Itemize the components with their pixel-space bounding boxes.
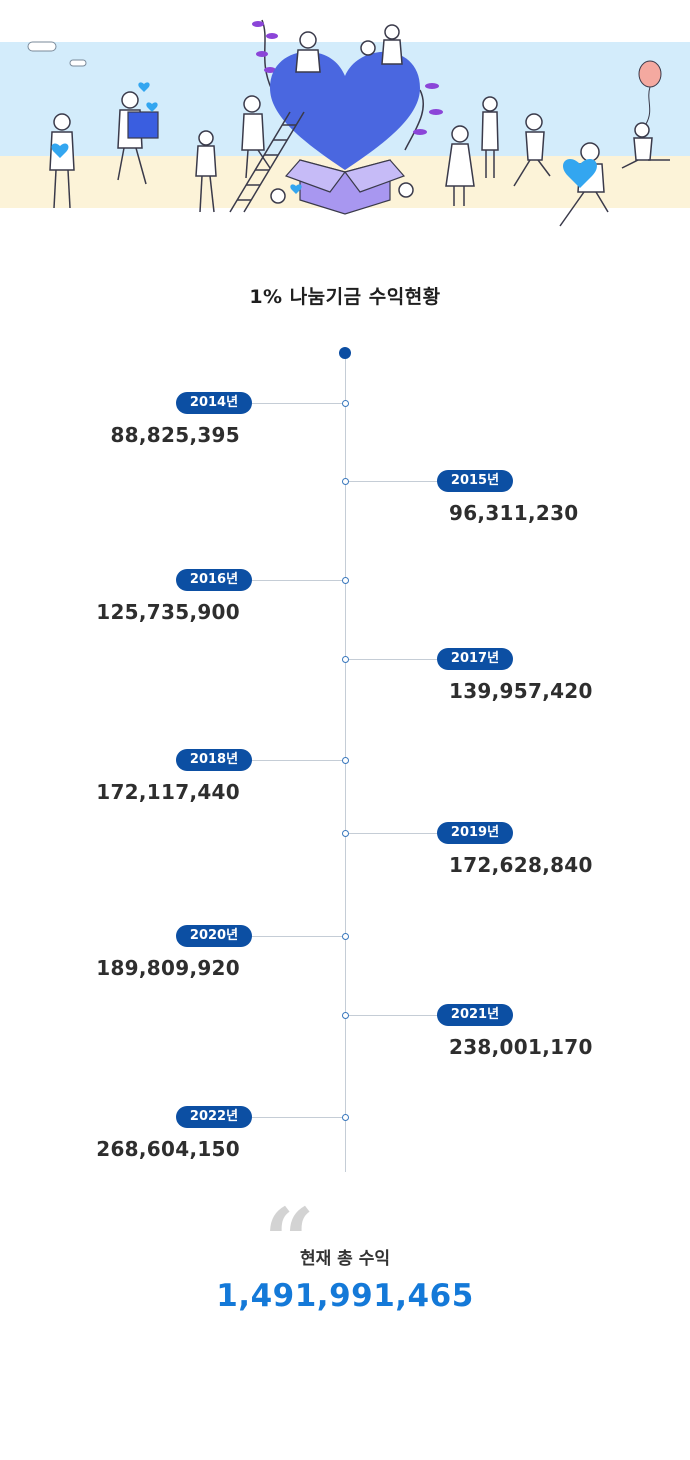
heart-icon (270, 51, 420, 170)
total-label: 현재 총 수익 (299, 1249, 391, 1269)
year-amount: 268,604,150 (96, 1137, 240, 1161)
year-amount: 238,001,170 (449, 1035, 593, 1059)
timeline-node (342, 656, 349, 663)
timeline-node (342, 478, 349, 485)
year-badge: 2016년 (176, 569, 252, 591)
box-icon (284, 159, 406, 215)
year-badge: 2018년 (176, 749, 252, 771)
balloon-icon (638, 60, 662, 125)
timeline-node (342, 830, 349, 837)
year-badge: 2019년 (437, 822, 513, 844)
year-amount: 139,957,420 (449, 679, 593, 703)
year-amount: 88,825,395 (110, 423, 240, 447)
page-title: 1% 나눔기금 수익현황 (249, 286, 441, 308)
year-amount: 125,735,900 (96, 600, 240, 624)
timeline-connector (250, 580, 342, 581)
timeline-node (342, 933, 349, 940)
timeline-connector (250, 403, 342, 404)
year-badge: 2014년 (176, 392, 252, 414)
total-value: 1,491,991,465 (216, 1278, 474, 1314)
year-amount: 172,117,440 (96, 780, 240, 804)
small-heart-icon (51, 82, 597, 194)
quote-icon: “ (264, 1188, 315, 1292)
timeline-connector (250, 1117, 342, 1118)
timeline-connector (349, 833, 441, 834)
timeline-connector (349, 1015, 441, 1016)
year-amount: 189,809,920 (96, 956, 240, 980)
timeline-node (342, 400, 349, 407)
timeline-node (342, 757, 349, 764)
year-badge: 2015년 (437, 470, 513, 492)
year-badge: 2021년 (437, 1004, 513, 1026)
ladder-icon (229, 111, 305, 213)
timeline-node (342, 577, 349, 584)
year-amount: 96,311,230 (449, 501, 579, 525)
timeline-connector (250, 936, 342, 937)
timeline-connector (250, 760, 342, 761)
timeline-node (342, 1114, 349, 1121)
person-icon (49, 24, 670, 227)
year-amount: 172,628,840 (449, 853, 593, 877)
cloud-icon (27, 41, 87, 67)
year-badge: 2022년 (176, 1106, 252, 1128)
hero-illustration (0, 19, 690, 227)
year-badge: 2020년 (176, 925, 252, 947)
year-badge: 2017년 (437, 648, 513, 670)
gift-box-icon (127, 111, 159, 139)
timeline-connector (349, 659, 441, 660)
timeline-connector (349, 481, 441, 482)
timeline-start-dot (339, 347, 351, 359)
leaf-icon (252, 21, 443, 135)
vine-icon (261, 19, 425, 151)
timeline-node (342, 1012, 349, 1019)
